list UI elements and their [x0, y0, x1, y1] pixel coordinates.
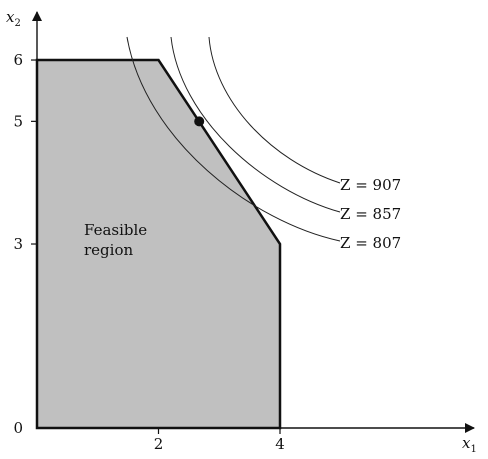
x-axis-label: x1: [462, 434, 477, 455]
feasible-region-label-line-1: Feasible: [84, 221, 147, 239]
x-tick-label: 4: [275, 435, 285, 453]
y-tick-label: 5: [13, 112, 23, 130]
optimal-point: [194, 116, 205, 127]
y-tick-label: 6: [13, 51, 23, 69]
y-tick-label: 3: [13, 235, 23, 253]
iso-profit-curve-807: [126, 36, 341, 242]
iso-profit-curves: [126, 36, 341, 242]
y-axis-label: x2: [6, 8, 21, 29]
iso-profit-curve-857: [170, 36, 341, 213]
iso-profit-curve-907: [208, 36, 341, 184]
z-label-857: Z = 857: [340, 205, 401, 223]
feasible-region-label-line-2: region: [84, 241, 133, 259]
z-label-807: Z = 807: [340, 234, 401, 252]
y-tick-label: 0: [13, 419, 23, 437]
z-label-907: Z = 907: [340, 176, 401, 194]
x-tick-label: 2: [154, 435, 164, 453]
axis-ticks: 2 4 0 3 5 6: [13, 51, 284, 453]
